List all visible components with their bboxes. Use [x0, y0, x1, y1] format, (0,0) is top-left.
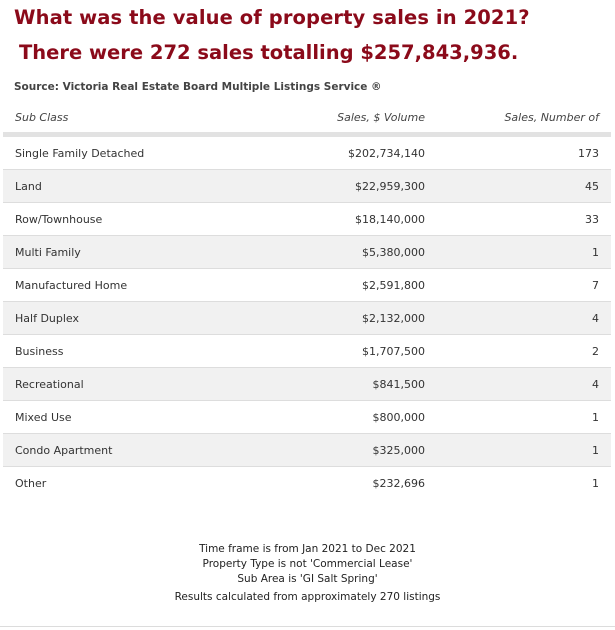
cell-volume: $18,140,000	[245, 202, 425, 236]
cell-volume: $232,696	[372, 476, 426, 490]
cell-sub-class: Multi Family	[3, 235, 245, 269]
cell-sub-class: Other	[15, 476, 47, 490]
cell-number: 45	[425, 169, 611, 203]
cell-volume: $800,000	[245, 400, 425, 434]
cell-number: 4	[425, 367, 611, 401]
cell-volume: $22,959,300	[245, 169, 425, 203]
subheadline: There were 272 sales totalling $257,843,…	[19, 41, 519, 64]
cell-volume: $2,132,000	[245, 301, 425, 335]
cell-volume: $202,734,140	[245, 134, 425, 170]
cell-sub-class: Row/Townhouse	[3, 202, 245, 236]
query-summary: Time frame is from Jan 2021 to Dec 2021 …	[0, 542, 615, 605]
cell-sub-class: Land	[3, 169, 245, 203]
cell-volume: $841,500	[245, 367, 425, 401]
cell-number: 4	[425, 301, 611, 335]
table-header-row: Sub Class Sales, $ Volume Sales, Number …	[3, 102, 611, 137]
table-row: Land $22,959,300 45	[3, 169, 611, 203]
column-header-sub-class: Sub Class	[3, 102, 245, 137]
cell-number: 33	[425, 202, 611, 236]
table-row: Half Duplex $2,132,000 4	[3, 301, 611, 335]
results-note: Results calculated from approximately 27…	[174, 591, 441, 603]
cell-sub-class: Recreational	[3, 367, 245, 401]
sales-table: Sub Class Sales, $ Volume Sales, Number …	[3, 102, 611, 499]
time-frame-note: Time frame is from Jan 2021 to Dec 2021	[199, 543, 416, 555]
cell-number: 1	[425, 433, 611, 467]
table-row: Business $1,707,500 2	[3, 334, 611, 368]
bottom-divider	[0, 626, 615, 627]
headline: What was the value of property sales in …	[14, 6, 530, 29]
cell-volume: $325,000	[245, 433, 425, 467]
table-row: Mixed Use $800,000 1	[3, 400, 611, 434]
cell-volume: $5,380,000	[245, 235, 425, 269]
property-type-note: Property Type is not 'Commercial Lease'	[202, 558, 413, 570]
table-row: Single Family Detached $202,734,140 173	[3, 134, 611, 170]
cell-number: 1	[592, 476, 599, 490]
table-row: Recreational $841,500 4	[3, 367, 611, 401]
source-note: Source: Victoria Real Estate Board Multi…	[14, 81, 382, 93]
table-row: Multi Family $5,380,000 1	[3, 235, 611, 269]
table-row: Other $232,696 1	[3, 467, 611, 500]
cell-sub-class: Half Duplex	[3, 301, 245, 335]
cell-number: 1	[425, 235, 611, 269]
column-header-number: Sales, Number of	[425, 102, 611, 137]
cell-volume: $2,591,800	[245, 268, 425, 302]
cell-volume: $1,707,500	[245, 334, 425, 368]
table-row: Manufactured Home $2,591,800 7	[3, 268, 611, 302]
cell-sub-class: Single Family Detached	[3, 134, 245, 170]
cell-sub-class: Manufactured Home	[3, 268, 245, 302]
table-row: Row/Townhouse $18,140,000 33	[3, 202, 611, 236]
cell-number: 7	[425, 268, 611, 302]
cell-number: 173	[425, 134, 611, 170]
cell-sub-class: Mixed Use	[3, 400, 245, 434]
table-row: Condo Apartment $325,000 1	[3, 433, 611, 467]
cell-number: 1	[425, 400, 611, 434]
cell-number: 2	[425, 334, 611, 368]
sub-area-note: Sub Area is 'GI Salt Spring'	[237, 573, 378, 585]
cell-sub-class: Business	[3, 334, 245, 368]
cell-sub-class: Condo Apartment	[3, 433, 245, 467]
column-header-volume: Sales, $ Volume	[245, 102, 425, 137]
